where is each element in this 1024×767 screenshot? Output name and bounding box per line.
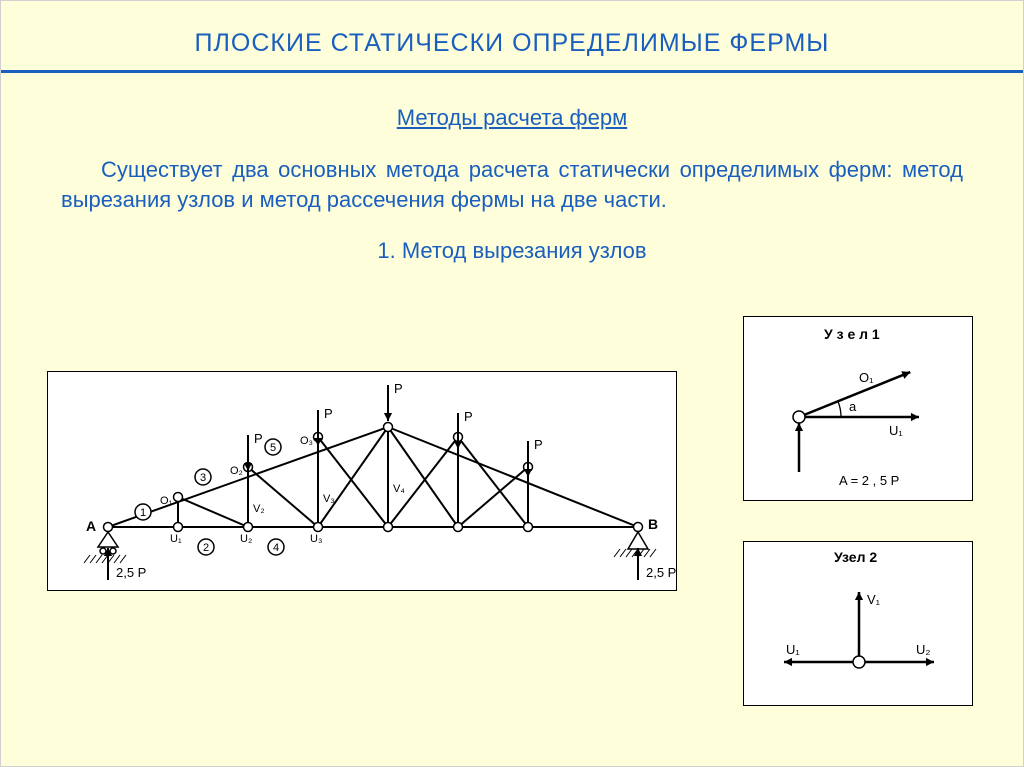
svg-text:V₂: V₂ [253, 503, 265, 515]
svg-text:P: P [254, 431, 263, 446]
section-subtitle: Методы расчета ферм [1, 105, 1023, 131]
svg-text:U₁: U₁ [786, 642, 800, 657]
title-rule [1, 70, 1023, 73]
svg-text:U₃: U₃ [310, 533, 322, 545]
svg-text:A: A [86, 518, 96, 534]
truss-svg: A B P P P P P 2,5 P 2,5 P O₁ O₂ O₃ U₁ U₂ U₃ V₂ V₃ V₄ 1 2 3 4 5 [48, 372, 678, 592]
svg-text:1: 1 [140, 507, 146, 519]
node2-svg: Узел 2 U₁ U₂ V₁ [744, 542, 974, 707]
svg-text:O₁: O₁ [160, 495, 173, 507]
page-title: ПЛОСКИЕ СТАТИЧЕСКИ ОПРЕДЕЛИМЫЕ ФЕРМЫ [1, 1, 1023, 70]
svg-text:3: 3 [200, 472, 206, 484]
svg-text:2,5 P: 2,5 P [116, 565, 146, 580]
svg-text:V₁: V₁ [867, 592, 881, 607]
svg-text:P: P [464, 409, 473, 424]
svg-text:O₂: O₂ [230, 465, 243, 477]
svg-text:P: P [394, 381, 403, 396]
method-heading: 1. Метод вырезания узлов [1, 238, 1023, 264]
svg-text:O₃: O₃ [300, 435, 313, 447]
svg-text:V₄: V₄ [393, 483, 405, 495]
svg-text:2: 2 [203, 542, 209, 554]
svg-text:B: B [648, 516, 658, 532]
svg-text:O₁: O₁ [859, 370, 874, 385]
svg-text:P: P [534, 437, 543, 452]
svg-text:U₁: U₁ [170, 533, 182, 545]
svg-text:2,5 P: 2,5 P [646, 565, 676, 580]
svg-text:4: 4 [273, 542, 279, 554]
svg-text:A = 2 , 5 P: A = 2 , 5 P [839, 473, 899, 488]
truss-diagram: A B P P P P P 2,5 P 2,5 P O₁ O₂ O₃ U₁ U₂ U₃ V₂ V₃ V₄ 1 2 3 4 5 [47, 371, 677, 591]
svg-text:U₂: U₂ [240, 533, 252, 545]
svg-text:Узел 2: Узел 2 [834, 549, 877, 565]
svg-text:U₁: U₁ [889, 423, 903, 438]
node1-diagram: У з е л 1 U₁ O₁а A = 2 , 5 P [743, 316, 973, 501]
slide-page: ПЛОСКИЕ СТАТИЧЕСКИ ОПРЕДЕЛИМЫЕ ФЕРМЫ Мет… [0, 0, 1024, 767]
svg-text:У з е л 1: У з е л 1 [824, 326, 880, 342]
intro-paragraph: Существует два основных метода расчета с… [61, 155, 963, 214]
svg-text:U₂: U₂ [916, 642, 930, 657]
svg-text:5: 5 [270, 442, 276, 454]
svg-text:P: P [324, 406, 333, 421]
node2-diagram: Узел 2 U₁ U₂ V₁ [743, 541, 973, 706]
node1-svg: У з е л 1 U₁ O₁а A = 2 , 5 P [744, 317, 974, 502]
svg-text:V₃: V₃ [323, 493, 335, 505]
svg-text:а: а [849, 399, 857, 414]
